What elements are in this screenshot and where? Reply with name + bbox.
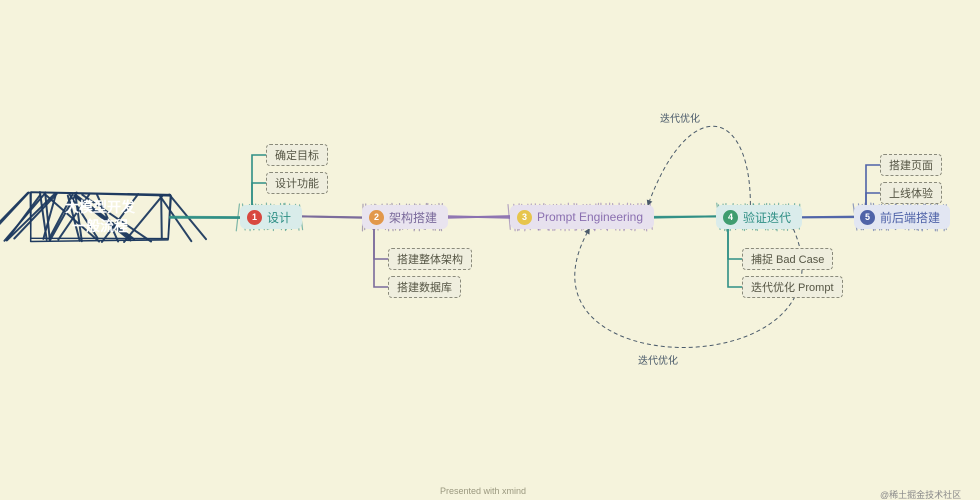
root-node: 大模型开发一般流程 — [30, 194, 170, 240]
step-node-4[interactable]: 4 验证迭代 — [716, 205, 802, 229]
step-number-badge: 4 — [723, 210, 738, 225]
child-node[interactable]: 确定目标 — [266, 144, 328, 166]
connections-layer — [0, 0, 980, 500]
child-label: 设计功能 — [275, 175, 319, 191]
child-node[interactable]: 迭代优化 Prompt — [742, 276, 843, 298]
child-label: 搭建数据库 — [397, 279, 452, 295]
step-node-3[interactable]: 3 Prompt Engineering — [510, 205, 654, 229]
child-label: 搭建页面 — [889, 157, 933, 173]
child-label: 确定目标 — [275, 147, 319, 163]
feedback-label-top: 迭代优化 — [660, 110, 700, 125]
mindmap-canvas: 大模型开发一般流程 1 设计 确定目标设计功能 2 架构搭建搭建整体架构搭建数据库 3 Pro… — [0, 0, 980, 500]
child-node[interactable]: 设计功能 — [266, 172, 328, 194]
step-label: Prompt Engineering — [537, 210, 643, 224]
child-node[interactable]: 搭建页面 — [880, 154, 942, 176]
child-label: 捕捉 Bad Case — [751, 251, 824, 267]
step-number-badge: 5 — [860, 210, 875, 225]
step-node-2[interactable]: 2 架构搭建 — [362, 205, 448, 229]
root-line1: 大模型开发 — [65, 198, 135, 217]
feedback-label-bottom: 迭代优化 — [638, 352, 678, 367]
child-label: 迭代优化 Prompt — [751, 279, 834, 295]
child-node[interactable]: 捕捉 Bad Case — [742, 248, 833, 270]
step-label: 设计 — [267, 209, 291, 226]
step-node-5[interactable]: 5 前后端搭建 — [854, 205, 950, 229]
step-node-1[interactable]: 1 设计 — [240, 205, 302, 229]
child-node[interactable]: 搭建整体架构 — [388, 248, 472, 270]
child-label: 上线体验 — [889, 185, 933, 201]
step-number-badge: 1 — [247, 210, 262, 225]
footer-watermark: @稀土掘金技术社区 — [880, 488, 961, 500]
step-number-badge: 3 — [517, 210, 532, 225]
child-node[interactable]: 搭建数据库 — [388, 276, 461, 298]
step-label: 验证迭代 — [743, 209, 791, 226]
child-node[interactable]: 上线体验 — [880, 182, 942, 204]
step-number-badge: 2 — [369, 210, 384, 225]
step-label: 前后端搭建 — [880, 209, 940, 226]
step-label: 架构搭建 — [389, 209, 437, 226]
root-line2: 一般流程 — [72, 217, 128, 236]
footer-credit: Presented with xmind — [440, 486, 526, 496]
child-label: 搭建整体架构 — [397, 251, 463, 267]
